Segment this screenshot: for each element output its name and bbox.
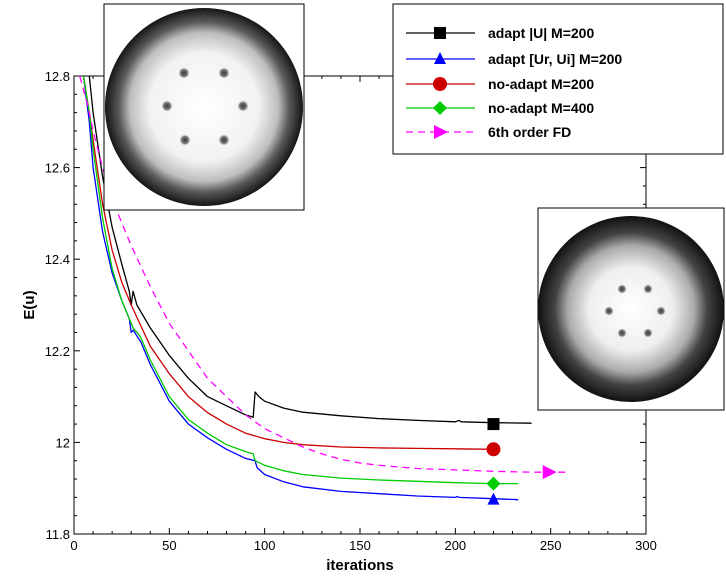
mesh-inset-right	[538, 208, 724, 410]
mesh-disc	[105, 8, 303, 206]
y-tick-label: 12.4	[45, 252, 70, 267]
mesh-disc	[538, 216, 724, 402]
series-marker-2	[486, 442, 500, 456]
vortex-dot	[656, 306, 666, 316]
x-tick-label: 150	[349, 538, 371, 553]
vortex-dot	[604, 306, 614, 316]
legend: adapt |U| M=200 adapt [Ur, Ui] M=200 no-…	[393, 4, 723, 154]
x-tick-label: 300	[635, 538, 657, 553]
vortex-dot	[237, 100, 249, 112]
y-tick-labels: 11.8 12 12.2 12.4 12.6 12.8	[45, 69, 70, 542]
mesh-inset-top	[104, 4, 304, 210]
y-tick-label: 12.8	[45, 69, 70, 84]
x-tick-label: 200	[444, 538, 466, 553]
y-tick-label: 12	[56, 435, 70, 450]
series-marker-4	[543, 465, 557, 479]
legend-entry-label: no-adapt M=200	[488, 76, 594, 92]
x-tick-labels: 0 50 100 150 200 250 300	[70, 538, 656, 553]
y-tick-label: 11.8	[46, 527, 70, 542]
vortex-dot	[178, 67, 190, 79]
vortex-dot	[617, 284, 627, 294]
series-marker-0	[487, 418, 499, 430]
vortex-dot	[161, 100, 173, 112]
y-tick-label: 12.6	[45, 161, 70, 176]
x-tick-label: 0	[70, 538, 77, 553]
x-tick-label: 100	[254, 538, 276, 553]
vortex-dot	[643, 328, 653, 338]
vortex-dot	[218, 67, 230, 79]
series-marker-3	[486, 477, 500, 491]
legend-entry-label: no-adapt M=400	[488, 100, 594, 116]
vortex-dot	[617, 328, 627, 338]
vortex-dot	[218, 134, 230, 146]
legend-entry-label: adapt |U| M=200	[488, 25, 594, 41]
x-tick-label: 250	[540, 538, 562, 553]
legend-swatch-marker-2	[433, 77, 447, 91]
x-axis-title: iterations	[326, 557, 394, 574]
legend-entry-label: adapt [Ur, Ui] M=200	[488, 51, 622, 67]
legend-entry-label: 6th order FD	[488, 124, 571, 140]
vortex-dot	[179, 134, 191, 146]
y-axis-title: E(u)	[21, 290, 38, 319]
x-tick-label: 50	[162, 538, 176, 553]
y-tick-label: 12.2	[45, 344, 70, 359]
vortex-dot	[643, 284, 653, 294]
legend-swatch-marker-0	[434, 27, 446, 39]
